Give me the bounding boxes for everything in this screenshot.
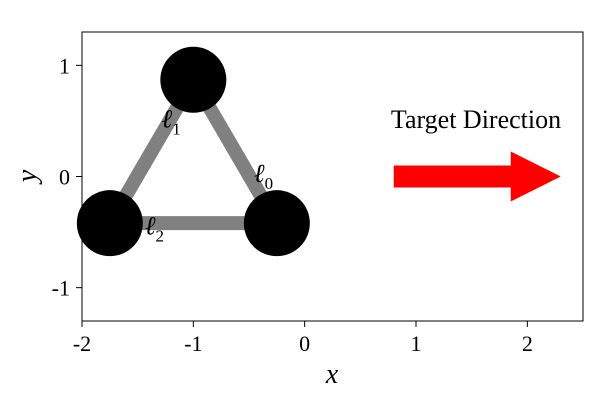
y-tick-label: -1 bbox=[52, 276, 70, 301]
node-top bbox=[160, 46, 227, 113]
target-direction-label: Target Direction bbox=[391, 105, 561, 134]
x-tick-label: 2 bbox=[522, 331, 533, 356]
x-tick-label: -1 bbox=[184, 331, 202, 356]
link-2-label: ℓ2 bbox=[145, 211, 164, 245]
node-right bbox=[243, 190, 310, 257]
x-tick-label: 0 bbox=[299, 331, 310, 356]
node-left bbox=[76, 190, 143, 257]
link-0-label: ℓ0 bbox=[254, 159, 273, 193]
y-tick-label: 0 bbox=[59, 165, 70, 190]
target-direction-arrow bbox=[393, 151, 561, 202]
y-axis-label: y bbox=[12, 169, 43, 185]
link-1-label: ℓ1 bbox=[161, 105, 180, 139]
y-ticks: -1 0 1 bbox=[52, 53, 82, 301]
x-tick-label: 1 bbox=[411, 331, 422, 356]
x-axis-label: x bbox=[325, 359, 339, 390]
plot-content: ℓ0 ℓ1 ℓ2 bbox=[76, 46, 561, 257]
x-ticks: -2 -1 0 1 2 bbox=[73, 321, 533, 356]
y-tick-label: 1 bbox=[59, 53, 70, 78]
x-tick-label: -2 bbox=[73, 331, 91, 356]
